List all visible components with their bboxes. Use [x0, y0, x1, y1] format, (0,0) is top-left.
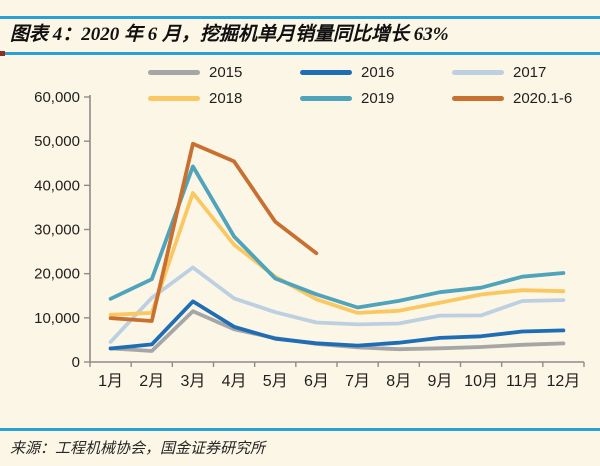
legend-item-2017: 2017 [452, 62, 600, 83]
legend-swatch-2015 [148, 70, 200, 75]
series-line-2016 [108, 299, 566, 351]
y-tick-label: 0 [72, 354, 80, 371]
x-tick-label: 1月 [98, 373, 123, 390]
y-tick-label: 10,000 [34, 310, 80, 327]
legend-label: 2018 [209, 90, 243, 107]
legend-label: 2017 [513, 64, 547, 81]
chart-legend: 2015 2016 2017 2018 2019 2020.1-6 [148, 62, 600, 109]
legend-swatch-2017 [452, 70, 504, 75]
legend-swatch-2020.1-6 [452, 96, 504, 101]
series-line-2017 [108, 265, 566, 344]
red-accent-mark [0, 51, 5, 56]
x-tick-label: 3月 [180, 373, 205, 390]
y-tick-label: 60,000 [34, 89, 80, 106]
source-note: 来源：工程机械协会，国金证券研究所 [10, 441, 266, 457]
legend-item-2020.1-6: 2020.1-6 [452, 88, 600, 109]
legend-label: 2015 [209, 64, 243, 81]
title-underline-rule [0, 52, 600, 55]
legend-label: 2019 [361, 90, 395, 107]
legend-swatch-2018 [148, 96, 200, 101]
y-tick-label: 30,000 [34, 222, 80, 239]
y-tick-label: 40,000 [34, 177, 80, 194]
legend-swatch-2019 [300, 96, 352, 101]
top-divider-rule [0, 16, 600, 19]
figure-title: 图表 4：2020 年 6 月，挖掘机单月销量同比增长 63% [10, 24, 449, 45]
x-tick-label: 4月 [222, 373, 247, 390]
legend-item-2016: 2016 [300, 62, 452, 83]
x-tick-label: 2月 [139, 373, 164, 390]
legend-item-2015: 2015 [148, 62, 300, 83]
bottom-divider-rule [0, 428, 600, 431]
series-line-2018 [108, 191, 566, 317]
legend-label: 2016 [361, 64, 395, 81]
line-chart: 0 10,000 20,000 30,000 40,000 50,000 60,000 1月 2… [34, 89, 585, 390]
x-tick-label: 6月 [304, 373, 329, 390]
x-tick-label: 10月 [464, 373, 498, 390]
y-tick-label: 20,000 [34, 266, 80, 283]
x-tick-label: 7月 [345, 373, 370, 390]
x-tick-label: 8月 [386, 373, 411, 390]
series-line-2019 [108, 164, 566, 310]
y-tick-label: 50,000 [34, 133, 80, 150]
series-line-2020.1-6 [108, 141, 319, 323]
x-tick-label: 11月 [506, 373, 539, 390]
x-tick-label: 12月 [547, 373, 581, 390]
legend-item-2018: 2018 [148, 88, 300, 109]
x-tick-label: 5月 [263, 373, 288, 390]
legend-label: 2020.1-6 [513, 90, 573, 107]
x-tick-label: 9月 [427, 373, 452, 390]
legend-swatch-2016 [300, 70, 352, 75]
legend-item-2019: 2019 [300, 88, 452, 109]
